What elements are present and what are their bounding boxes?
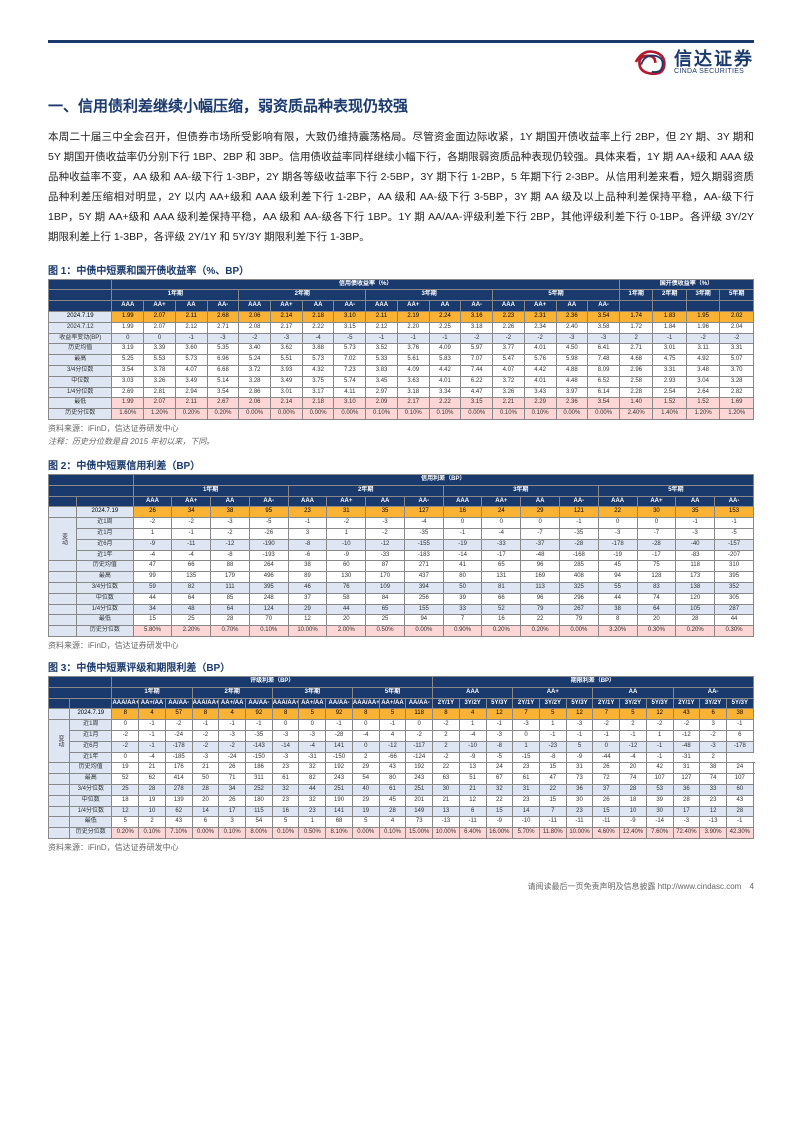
footer-page-number: 4 (750, 882, 754, 891)
fig1-note: 注释：历史分位数是自 2015 年初以来，下同。 (48, 436, 754, 447)
section-title: 一、信用债利差继续小幅压缩，弱资质品种表现仍较强 (48, 95, 754, 116)
fig1-title: 图 1：中债中短票和国开债收益率（%、BP） (48, 262, 754, 277)
fig1-table: 信用债收益率（%）国开债收益率（%）1年期2年期3年期5年期1年期2年期3年期5… (48, 279, 754, 420)
footer-url: http://www.cindasc.com (658, 882, 742, 891)
page-footer: 请阅读最后一页免责声明及信息披露 http://www.cindasc.com … (48, 881, 754, 892)
footer-disclaimer: 请阅读最后一页免责声明及信息披露 (527, 882, 655, 891)
fig2-table: 信用利差（BP）1年期2年期3年期5年期AAAAA+AAAA-AAAAA+AAA… (48, 474, 754, 637)
logo-en-text: CINDA SECURITIES (674, 68, 754, 75)
fig3-source: 资料来源：iFinD，信达证券研发中心 (48, 842, 754, 853)
fig2-source: 资料来源：iFinD，信达证券研发中心 (48, 640, 754, 651)
cinda-swirl-icon (632, 47, 668, 77)
page-header: 信达证券 CINDA SECURITIES (48, 40, 754, 77)
fig2-title: 图 2：中债中短票信用利差（BP） (48, 457, 754, 472)
fig1-source: 资料来源：iFinD，信达证券研发中心 (48, 423, 754, 434)
logo: 信达证券 CINDA SECURITIES (632, 47, 754, 77)
logo-cn-text: 信达证券 (674, 50, 754, 68)
fig3-table: 评级利差（BP）期限利差（BP）1年期2年期3年期5年期AAAAA+AAAA-A… (48, 676, 754, 839)
fig3-title: 图 3：中债中短票评级和期限利差（BP） (48, 659, 754, 674)
body-paragraph: 本周二十届三中全会召开，但债券市场所受影响有限，大致仍维持震荡格局。尽管资金面边… (48, 128, 754, 248)
